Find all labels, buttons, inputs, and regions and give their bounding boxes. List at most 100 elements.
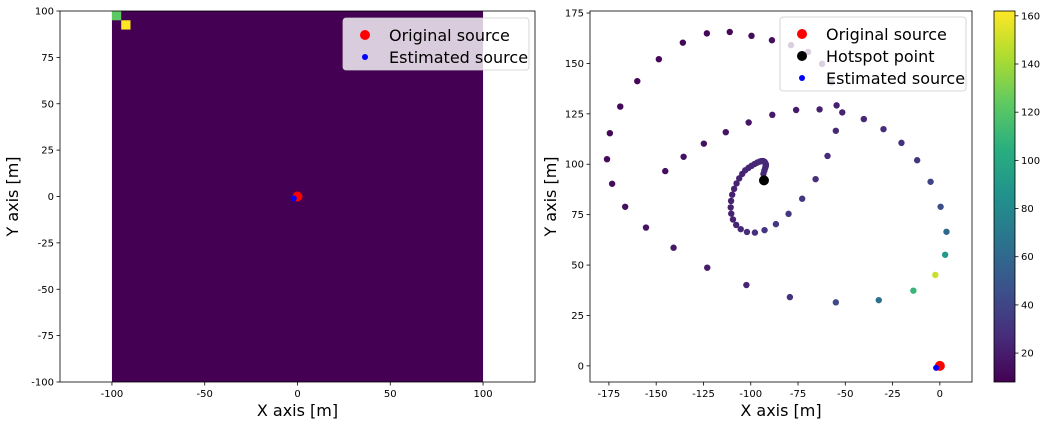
y-tick-label: -100: [31, 378, 54, 389]
spiral-point: [785, 210, 792, 218]
spiral-point: [751, 229, 759, 236]
colorbar-tick-label: 80: [1021, 204, 1034, 215]
legend-marker: [797, 29, 807, 39]
spiral-point: [798, 195, 806, 202]
y-tick-label: -50: [38, 285, 54, 296]
spiral-point: [941, 251, 949, 258]
legend-label: Estimated source: [389, 48, 528, 67]
x-tick-label: 0: [294, 389, 300, 400]
spiral-point: [670, 244, 677, 251]
x-tick-label: -50: [197, 389, 213, 400]
left-plot: -100 -50 0 50 100 -100 -75 -50 -25 0 25 50 75 100 X …: [3, 7, 536, 420]
spiral-point: [832, 299, 840, 306]
y-tick-label: 50: [41, 99, 54, 110]
spiral-point: [704, 264, 711, 271]
x-tick-label: 100: [474, 389, 493, 400]
heatmap-cells: [111, 11, 131, 30]
spiral-point: [655, 55, 663, 63]
legend-marker: [799, 75, 805, 81]
spiral-point: [816, 106, 823, 113]
colorbar-tick-label: 140: [1021, 60, 1040, 71]
spiral-point: [786, 293, 794, 301]
spiral-point: [662, 167, 669, 175]
colorbar-tick-label: 160: [1021, 11, 1040, 22]
legend-box: [779, 16, 967, 92]
y-tick-label: 100: [35, 7, 54, 18]
left-x-ticks: -100 -50 0 50 100: [101, 382, 493, 400]
right-axes-frame: [589, 10, 973, 383]
spiral-point: [910, 287, 917, 294]
right-marker-points: [758, 175, 945, 371]
colorbar-tick-label: 120: [1021, 108, 1040, 119]
spiral-point: [769, 111, 776, 119]
spiral-point: [703, 30, 711, 37]
spiral-point: [603, 155, 611, 163]
y-tick-label: 25: [41, 146, 54, 157]
estimated-source-point: [933, 364, 940, 371]
y-tick-label: 175: [565, 9, 584, 20]
x-tick-label: -175: [598, 389, 621, 400]
colorbar-ticks: 20 40 60 80 100 120 140 160: [1015, 11, 1040, 360]
colorbar-tick-label: 20: [1021, 349, 1034, 360]
y-tick-label: 150: [565, 59, 584, 70]
legend-label: Estimated source: [826, 69, 965, 88]
estimated-source-point: [290, 195, 297, 202]
hotspot-point-point: [758, 175, 769, 186]
spiral-point: [743, 281, 750, 289]
y-tick-label: 0: [578, 361, 584, 372]
x-tick-label: 0: [937, 389, 943, 400]
right-x-axis-label: X axis [m]: [740, 401, 821, 420]
spiral-point: [728, 210, 735, 217]
spiral-point: [768, 37, 776, 44]
colorbar-tick-label: 60: [1021, 252, 1034, 263]
y-tick-label: -75: [38, 331, 54, 342]
colorbar: 20 40 60 80 100 120 140 160: [993, 10, 1040, 383]
spiral-point: [932, 271, 939, 279]
colorbar-gradient: [993, 10, 1016, 383]
spiral-point: [824, 152, 831, 160]
right-y-axis-label: Y axis [m]: [541, 156, 560, 237]
spiral-point: [700, 140, 708, 147]
y-tick-label: 100: [565, 160, 584, 171]
spiral-point: [839, 109, 846, 116]
spiral-point: [943, 228, 950, 235]
spiral-point: [792, 106, 800, 114]
left-points: [290, 191, 303, 202]
right-plot: -175 -150 -125 -100 -75 -50 -25 0 0 25 50 75 100 125…: [541, 9, 973, 420]
spiral-point: [812, 175, 819, 183]
y-tick-label: 25: [571, 311, 584, 322]
x-tick-label: 50: [384, 389, 397, 400]
legend-marker: [362, 54, 368, 60]
spiral-point: [832, 127, 840, 134]
spiral-point: [927, 178, 934, 185]
x-tick-label: -100: [101, 389, 124, 400]
x-tick-label: -150: [645, 389, 668, 400]
spiral-point: [880, 125, 887, 133]
spiral-point: [748, 32, 755, 40]
x-tick-label: -25: [884, 389, 900, 400]
spiral-point: [833, 102, 840, 109]
spiral-point: [727, 197, 735, 205]
spiral-point: [727, 204, 734, 211]
y-tick-label: 50: [571, 261, 584, 272]
spiral-point: [621, 203, 629, 210]
left-x-axis-label: X axis [m]: [257, 401, 338, 420]
spiral-points: [603, 28, 950, 306]
left-y-ticks: -100 -75 -50 -25 0 25 50 75 100: [31, 7, 60, 389]
colorbar-tick-label: 100: [1021, 156, 1040, 167]
spiral-point: [745, 119, 752, 126]
spiral-point: [642, 224, 650, 231]
spiral-point: [722, 128, 729, 136]
y-tick-label: 0: [48, 192, 54, 203]
spiral-point: [679, 39, 687, 46]
left-legend: Original source Estimated source: [342, 17, 530, 71]
legend-box: [342, 17, 530, 71]
spiral-point: [729, 216, 737, 223]
x-tick-label: -50: [837, 389, 853, 400]
spiral-point: [937, 203, 944, 210]
y-tick-label: 125: [565, 109, 584, 120]
colorbar-tick-label: 40: [1021, 300, 1034, 311]
spiral-point: [733, 180, 740, 187]
spiral-point: [732, 221, 740, 229]
